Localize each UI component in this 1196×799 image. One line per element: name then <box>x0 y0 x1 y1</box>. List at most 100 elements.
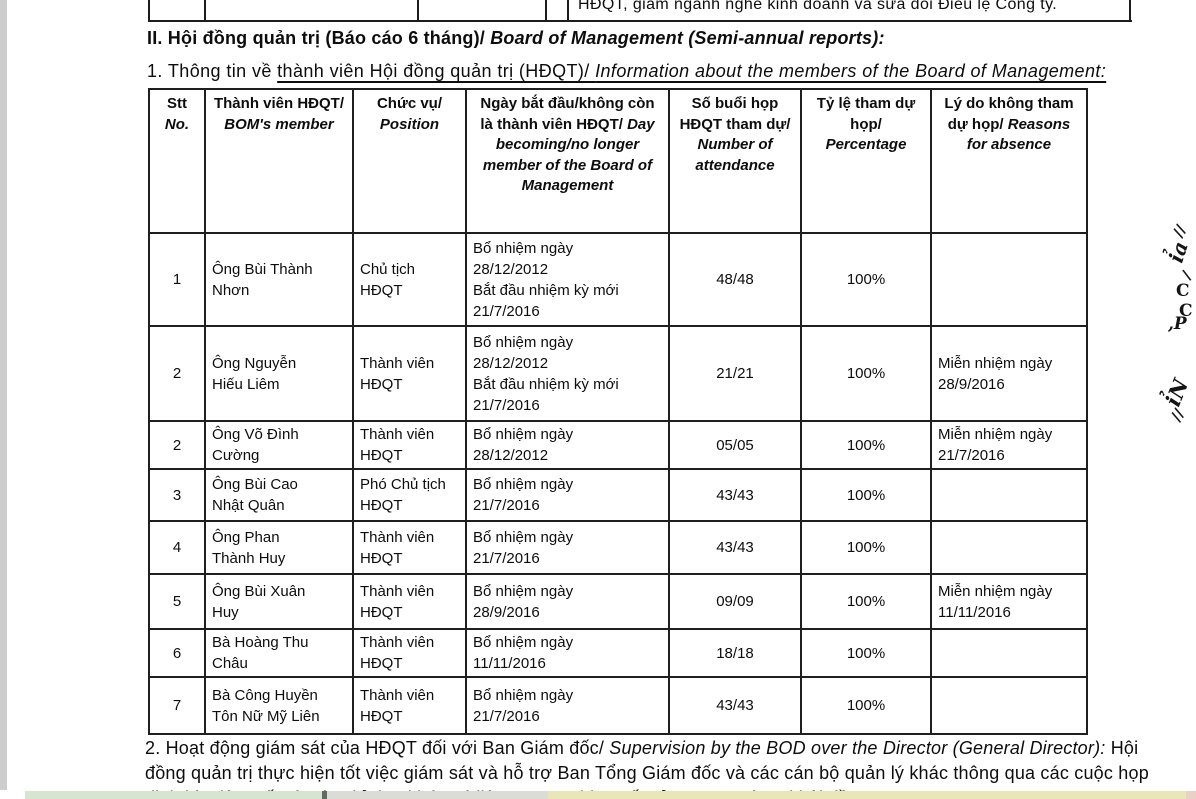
table-row: 3 Ông Bùi Cao Nhật Quân Phó Chủ tịch HĐQ… <box>148 468 1088 522</box>
caption-en: Information about the members of the Boa… <box>595 61 1107 81</box>
cell-date: Bổ nhiệm ngày 21/7/2016 <box>465 676 670 735</box>
cell-member: Ông Nguyễn Hiếu Liêm <box>204 325 354 422</box>
column-header-date: Ngày bắt đầu/không còn là thành viên HĐQ… <box>465 88 670 234</box>
table-caption: 1. Thông tin về thành viên Hội đồng quản… <box>147 61 1187 82</box>
scan-artifact-bar-gray <box>327 791 548 799</box>
table-row: 5 Ông Bùi Xuân Huy Thành viên HĐQT Bổ nh… <box>148 573 1088 630</box>
section-heading: II. Hội đồng quản trị (Báo cáo 6 tháng)/… <box>147 28 1147 49</box>
margin-mark: ỉa <box>1163 238 1193 266</box>
scan-artifact-bar-pink <box>1186 791 1196 799</box>
cell-reason <box>930 628 1088 678</box>
cell-position: Thành viên HĐQT <box>352 325 467 422</box>
cell-reason <box>930 232 1088 327</box>
fragment-vline <box>417 0 419 20</box>
cell-attendance: 48/48 <box>668 232 802 327</box>
cell-percentage: 100% <box>800 573 932 630</box>
fragment-vline <box>545 0 547 20</box>
cell-member: Ông Bùi Cao Nhật Quân <box>204 468 354 522</box>
cell-date: Bổ nhiệm ngày 21/7/2016 <box>465 520 670 575</box>
cell-member: Ông Phan Thành Huy <box>204 520 354 575</box>
cell-stt: 6 <box>148 628 206 678</box>
margin-mark: C <box>1179 301 1193 321</box>
table-row: 7 Bà Công Huyền Tôn Nữ Mỹ Liên Thành viê… <box>148 676 1088 735</box>
cell-attendance: 05/05 <box>668 420 802 470</box>
fragment-vline <box>567 0 569 20</box>
cell-attendance: 43/43 <box>668 676 802 735</box>
cell-member: Bà Công Huyền Tôn Nữ Mỹ Liên <box>204 676 354 735</box>
caption-vi: thành viên Hội đồng quản trị (HĐQT)/ <box>277 61 596 81</box>
paragraph-vi-lead: 2. Hoạt động giám sát của HĐQT đối với B… <box>145 738 610 758</box>
cell-reason: Miễn nhiệm ngày 28/9/2016 <box>930 325 1088 422</box>
scan-artifact-bar-green <box>25 791 322 799</box>
cell-reason <box>930 676 1088 735</box>
cell-date: Bổ nhiệm ngày 28/9/2016 <box>465 573 670 630</box>
cell-position: Chủ tịch HĐQT <box>352 232 467 327</box>
cell-percentage: 100% <box>800 520 932 575</box>
cell-reason: Miễn nhiệm ngày 11/11/2016 <box>930 573 1088 630</box>
fragment-cell-text: HĐQT, giảm ngành nghề kinh doanh và sửa … <box>578 0 1058 13</box>
paragraph-en-italic: Supervision by the BOD over the Director… <box>609 738 1111 758</box>
cell-stt: 4 <box>148 520 206 575</box>
cell-stt: 1 <box>148 232 206 327</box>
cell-reason <box>930 468 1088 522</box>
cell-stt: 7 <box>148 676 206 735</box>
fragment-bottom-border <box>148 20 1132 22</box>
cell-position: Thành viên HĐQT <box>352 628 467 678</box>
cell-date: Bổ nhiệm ngày 21/7/2016 <box>465 468 670 522</box>
cell-position: Thành viên HĐQT <box>352 573 467 630</box>
cell-position: Thành viên HĐQT <box>352 676 467 735</box>
cell-attendance: 09/09 <box>668 573 802 630</box>
column-header-stt: Stt No. <box>148 88 206 234</box>
cell-reason <box>930 520 1088 575</box>
section-heading-vi: II. Hội đồng quản trị (Báo cáo 6 tháng)/ <box>147 28 491 48</box>
table-row: 2 Ông Nguyễn Hiếu Liêm Thành viên HĐQT B… <box>148 325 1088 422</box>
cell-position: Phó Chủ tịch HĐQT <box>352 468 467 522</box>
cell-percentage: 100% <box>800 468 932 522</box>
fragment-vline <box>1129 0 1131 20</box>
margin-mark: ,P <box>1168 314 1187 334</box>
cell-member: Ông Bùi Xuân Huy <box>204 573 354 630</box>
table-header-row: Stt No. Thành viên HĐQT/ BOM's member Ch… <box>148 88 1088 234</box>
cell-percentage: 100% <box>800 420 932 470</box>
cell-percentage: 100% <box>800 676 932 735</box>
supervision-paragraph: 2. Hoạt động giám sát của HĐQT đối với B… <box>145 736 1167 799</box>
margin-mark: // <box>1168 221 1191 241</box>
cell-member: Ông Bùi Thành Nhơn <box>204 232 354 327</box>
section-heading-en: Board of Management (Semi-annual reports… <box>490 28 885 48</box>
scan-edge-strip <box>0 0 7 790</box>
cell-stt: 3 <box>148 468 206 522</box>
cell-stt: 5 <box>148 573 206 630</box>
column-header-reason: Lý do không tham dự họp/ Reasons for abs… <box>930 88 1088 234</box>
scan-artifact-bar-yellow <box>548 791 1186 799</box>
scan-artifact-bar-divider <box>322 791 327 799</box>
cell-percentage: 100% <box>800 325 932 422</box>
cell-stt: 2 <box>148 420 206 470</box>
column-header-member: Thành viên HĐQT/ BOM's member <box>204 88 354 234</box>
cell-date: Bổ nhiệm ngày 28/12/2012 <box>465 420 670 470</box>
cell-member: Bà Hoàng Thu Châu <box>204 628 354 678</box>
caption-lead: 1. Thông tin về <box>147 61 278 81</box>
cell-member: Ông Võ Đình Cường <box>204 420 354 470</box>
table-row: 4 Ông Phan Thành Huy Thành viên HĐQT Bổ … <box>148 520 1088 575</box>
column-header-percentage: Tỷ lệ tham dự họp/ Percentage <box>800 88 932 234</box>
cell-reason: Miễn nhiệm ngày 21/7/2016 <box>930 420 1088 470</box>
cell-percentage: 100% <box>800 232 932 327</box>
margin-mark: ỉN <box>1159 375 1194 410</box>
fragment-vline <box>204 0 206 20</box>
column-header-position: Chức vụ/ Position <box>352 88 467 234</box>
table-row: 6 Bà Hoàng Thu Châu Thành viên HĐQT Bổ n… <box>148 628 1088 678</box>
cell-position: Thành viên HĐQT <box>352 420 467 470</box>
margin-mark: C <box>1176 281 1190 301</box>
board-members-table: Stt No. Thành viên HĐQT/ BOM's member Ch… <box>148 88 1088 735</box>
table-row: 2 Ông Võ Đình Cường Thành viên HĐQT Bổ n… <box>148 420 1088 470</box>
cell-attendance: 18/18 <box>668 628 802 678</box>
cell-attendance: 21/21 <box>668 325 802 422</box>
cell-date: Bổ nhiệm ngày 11/11/2016 <box>465 628 670 678</box>
table-row: 1 Ông Bùi Thành Nhơn Chủ tịch HĐQT Bổ nh… <box>148 232 1088 327</box>
fragment-vline <box>148 0 150 20</box>
cell-percentage: 100% <box>800 628 932 678</box>
cell-attendance: 43/43 <box>668 520 802 575</box>
cell-date: Bổ nhiệm ngày 28/12/2012 Bắt đầu nhiệm k… <box>465 325 670 422</box>
cell-position: Thành viên HĐQT <box>352 520 467 575</box>
margin-mark: // <box>1166 405 1189 425</box>
